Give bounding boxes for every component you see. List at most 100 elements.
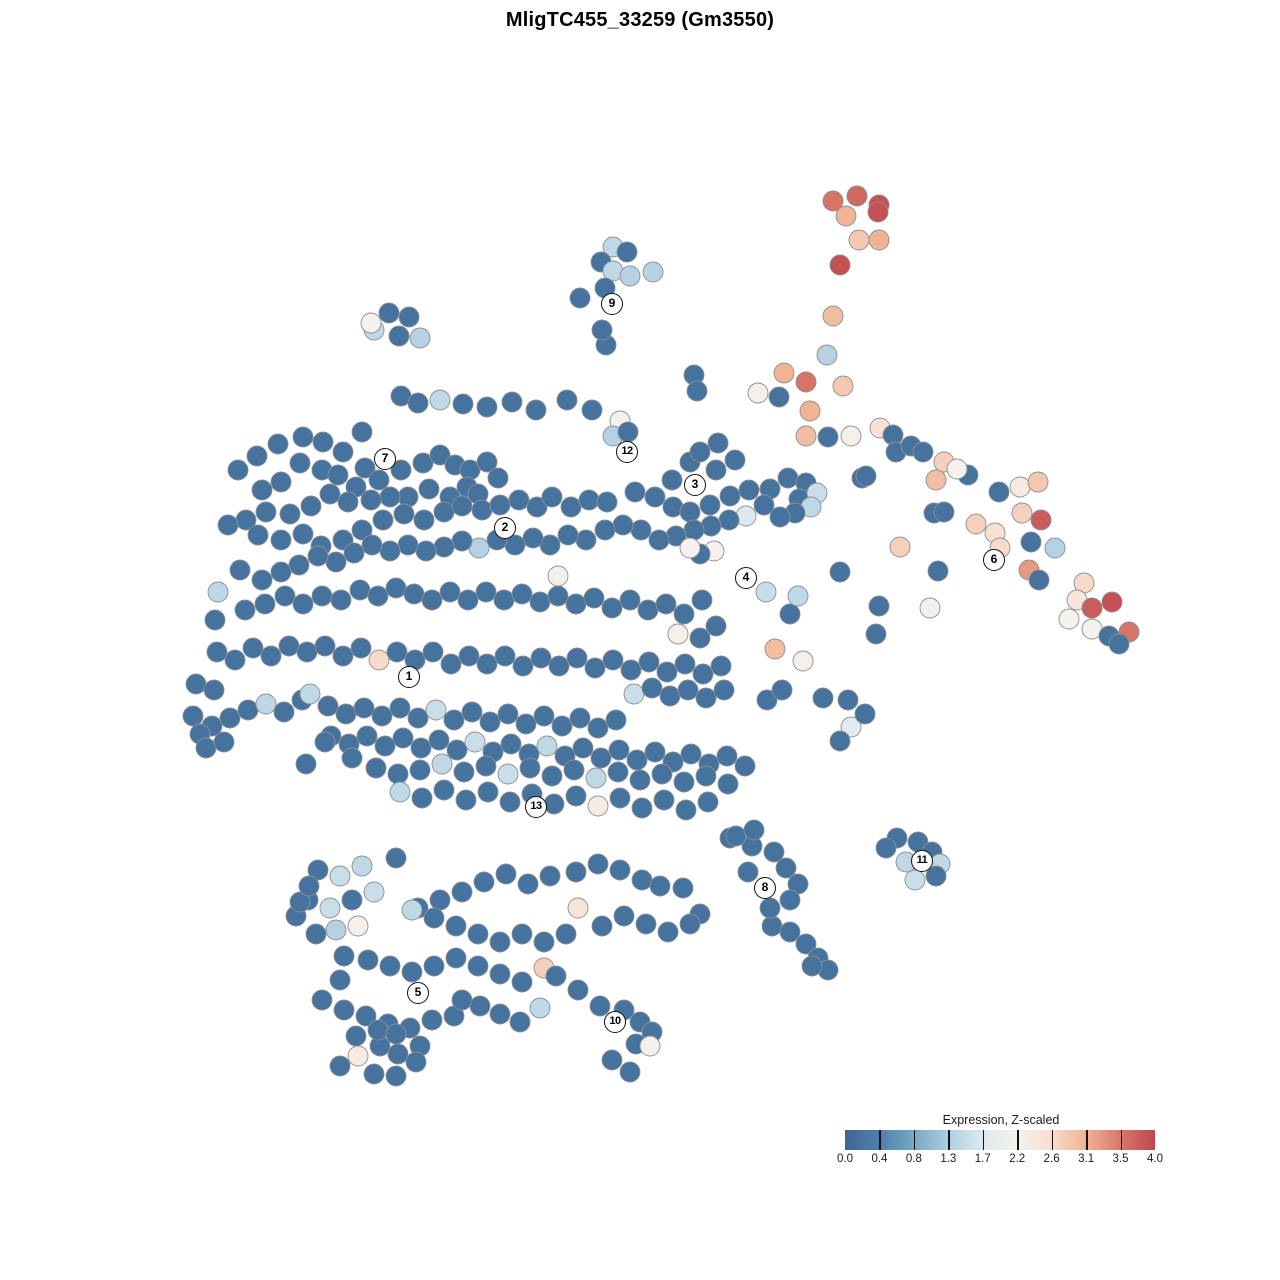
cluster-label-12[interactable]: 12 xyxy=(616,441,638,463)
cluster-label-3[interactable]: 3 xyxy=(684,474,706,496)
scatter-point xyxy=(423,955,445,977)
scatter-point xyxy=(679,537,701,559)
scatter-point xyxy=(743,819,765,841)
cluster-label-13[interactable]: 13 xyxy=(525,796,547,818)
scatter-point xyxy=(737,861,759,883)
scatter-point xyxy=(415,540,437,562)
scatter-point xyxy=(616,241,638,263)
scatter-point xyxy=(529,591,551,613)
scatter-point xyxy=(617,421,639,443)
scatter-point xyxy=(801,955,823,977)
cluster-label-8[interactable]: 8 xyxy=(754,877,776,899)
scatter-point xyxy=(779,889,801,911)
scatter-point xyxy=(560,496,582,518)
scatter-point xyxy=(927,560,949,582)
scatter-point xyxy=(683,519,705,541)
scatter-point xyxy=(360,489,382,511)
scatter-point xyxy=(476,396,498,418)
scatter-point xyxy=(565,785,587,807)
scatter-point xyxy=(379,486,401,508)
scatter-point xyxy=(689,441,711,463)
scatter-point xyxy=(497,703,519,725)
scatter-point xyxy=(388,325,410,347)
scatter-point xyxy=(795,425,817,447)
scatter-point xyxy=(512,655,534,677)
scatter-point xyxy=(425,699,447,721)
scatter-point xyxy=(185,673,207,695)
scatter-point xyxy=(360,312,382,334)
scatter-point xyxy=(397,534,419,556)
scatter-point xyxy=(278,635,300,657)
scatter-point xyxy=(609,787,631,809)
scatter-point xyxy=(341,747,363,769)
scatter-point xyxy=(351,421,373,443)
scatter-point xyxy=(329,969,351,991)
scatter-point xyxy=(536,735,558,757)
scatter-point xyxy=(493,589,515,611)
scatter-point xyxy=(270,561,292,583)
scatter-point xyxy=(343,542,365,564)
scatter-point xyxy=(378,302,400,324)
colorbar-tick-label: 0.8 xyxy=(905,1153,922,1165)
scatter-point xyxy=(1011,502,1033,524)
cluster-label-5[interactable]: 5 xyxy=(407,982,429,1004)
cluster-label-1[interactable]: 1 xyxy=(398,666,420,688)
cluster-label-7[interactable]: 7 xyxy=(374,448,396,470)
scatter-point xyxy=(689,627,711,649)
scatter-point xyxy=(591,319,613,341)
scatter-point xyxy=(363,881,385,903)
scatter-point xyxy=(379,955,401,977)
scatter-point xyxy=(429,444,451,466)
scatter-point xyxy=(644,741,666,763)
scatter-point xyxy=(182,705,204,727)
scatter-point xyxy=(623,683,645,705)
scatter-point xyxy=(629,769,651,791)
scatter-point xyxy=(889,536,911,558)
scatter-point xyxy=(718,509,740,531)
scatter-point xyxy=(195,737,217,759)
scatter-point xyxy=(217,514,239,536)
colorbar-tick-label: 3.5 xyxy=(1112,1153,1129,1165)
scatter-point xyxy=(768,386,790,408)
scatter-point xyxy=(401,961,423,983)
cluster-label-2[interactable]: 2 xyxy=(494,517,516,539)
scatter-point xyxy=(418,478,440,500)
scatter-point xyxy=(433,536,455,558)
scatter-point xyxy=(422,641,444,663)
scatter-point xyxy=(657,921,679,943)
scatter-point xyxy=(270,471,292,493)
page-title: MligTC455_33259 (Gm3550) xyxy=(505,9,775,31)
scatter-point xyxy=(837,689,859,711)
scatter-point xyxy=(771,679,793,701)
scatter-point xyxy=(695,765,717,787)
scatter-point xyxy=(270,529,292,551)
colorbar-tick-labels: 0.0 0.4 0.8 1.3 1.7 2.2 2.6 3.1 3.5 4.0 xyxy=(837,1153,1163,1169)
scatter-point xyxy=(347,915,369,937)
cluster-label-11[interactable]: 11 xyxy=(911,850,933,872)
scatter-point xyxy=(431,753,453,775)
scatter-point xyxy=(393,503,415,525)
scatter-point xyxy=(387,1043,409,1065)
scatter-point xyxy=(260,645,282,667)
scatter-point xyxy=(440,653,462,675)
colorbar-tick-mark xyxy=(1086,1130,1088,1150)
cluster-label-6[interactable]: 6 xyxy=(983,549,1005,571)
cluster-label-9[interactable]: 9 xyxy=(601,293,623,315)
scatter-point xyxy=(667,623,689,645)
scatter-point xyxy=(642,261,664,283)
scatter-point xyxy=(351,519,373,541)
scatter-point xyxy=(747,382,769,404)
scatter-point xyxy=(501,391,523,413)
scatter-point xyxy=(541,765,563,787)
cluster-label-10[interactable]: 10 xyxy=(604,1011,626,1033)
scatter-point xyxy=(601,597,623,619)
scatter-point xyxy=(677,679,699,701)
scatter-point xyxy=(489,931,511,953)
scatter-point xyxy=(471,499,493,521)
scatter-point xyxy=(584,657,606,679)
cluster-label-4[interactable]: 4 xyxy=(735,567,757,589)
scatter-point xyxy=(1030,509,1052,531)
scatter-point xyxy=(494,645,516,667)
scatter-point xyxy=(385,1065,407,1087)
scatter-point xyxy=(461,701,483,723)
